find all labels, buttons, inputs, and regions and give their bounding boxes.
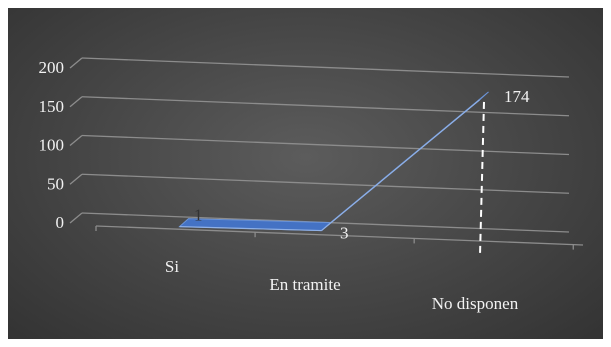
x-category-label: En tramite <box>269 275 340 294</box>
gridline-connector <box>69 173 83 185</box>
gridline <box>81 57 570 78</box>
gridline <box>81 134 570 156</box>
series-line <box>179 226 322 232</box>
x-category-label: No disponen <box>432 294 519 313</box>
chart-area: 0 50 100 150 200 Si En tramite No disponen 1 3 174 <box>8 8 603 339</box>
floor-edge <box>95 225 584 246</box>
gridline-connector <box>69 212 83 224</box>
gridline-connector <box>69 96 83 108</box>
gridline <box>81 96 570 117</box>
y-tick-label: 150 <box>39 97 65 116</box>
gridline <box>81 173 570 194</box>
y-tick-label: 100 <box>39 136 65 155</box>
y-tick-label: 50 <box>47 174 64 193</box>
line-chart-3d: 0 50 100 150 200 Si En tramite No disponen 1 3 174 <box>39 57 584 313</box>
data-label: 174 <box>504 87 530 106</box>
gridline-connector <box>69 135 83 146</box>
data-label: 3 <box>340 224 349 243</box>
y-tick-label: 200 <box>39 58 65 77</box>
gridline-connector <box>69 57 83 69</box>
series-line <box>321 99 480 232</box>
x-category-label: Si <box>165 257 179 276</box>
y-tick-label: 0 <box>56 213 65 232</box>
data-label: 1 <box>194 206 203 225</box>
drop-line <box>479 101 485 256</box>
